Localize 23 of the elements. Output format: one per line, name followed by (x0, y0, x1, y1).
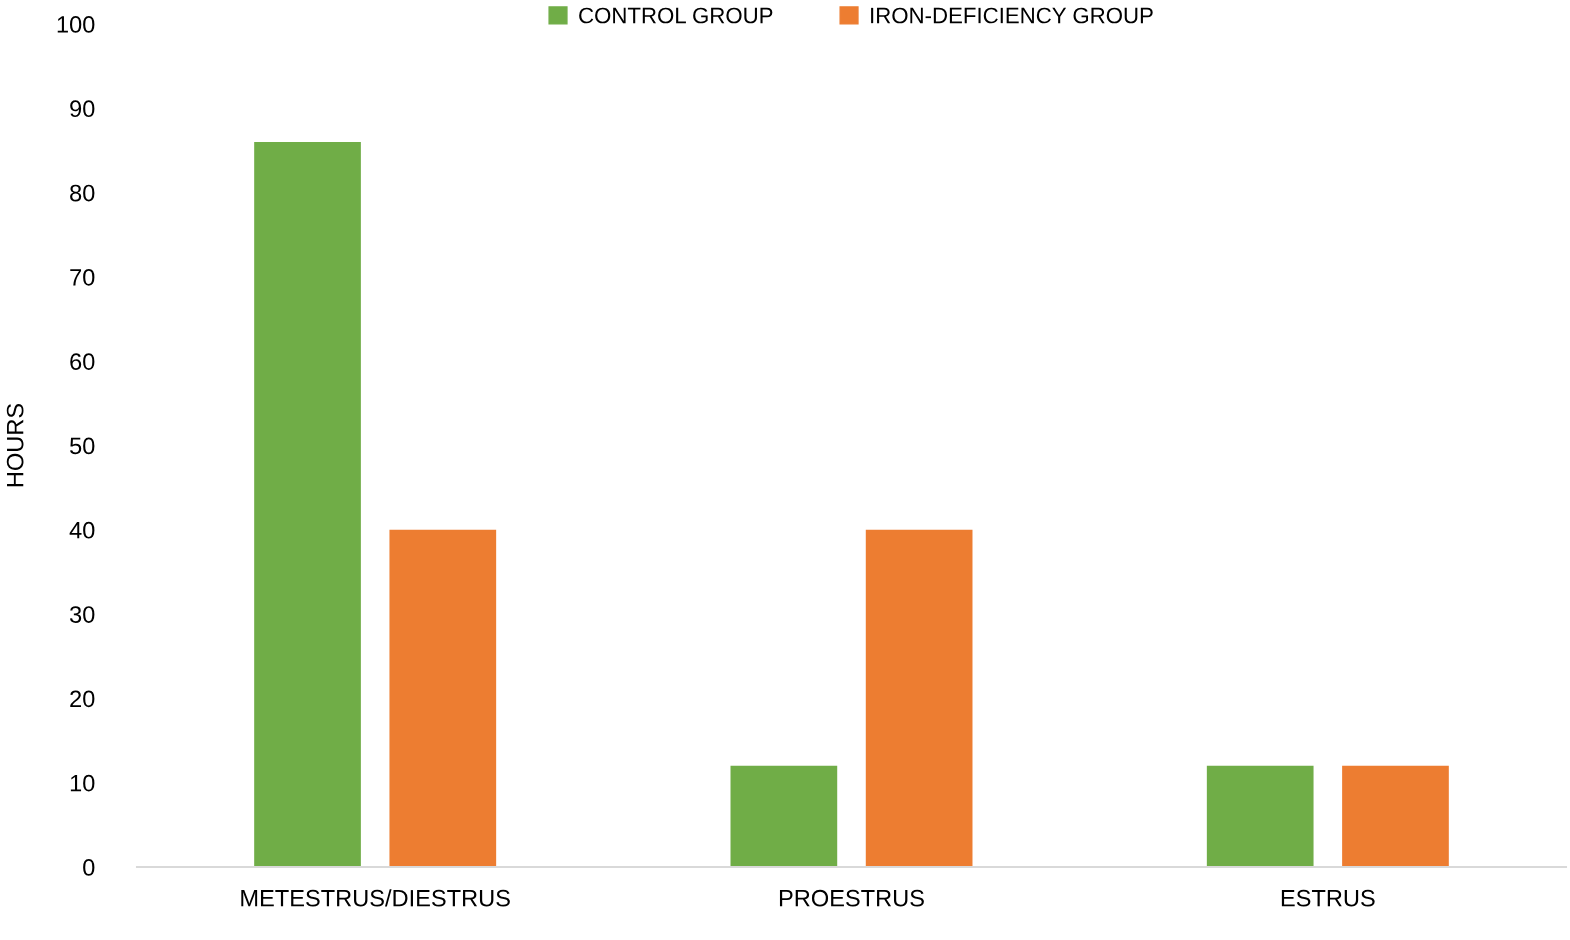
x-tick-label: ESTRUS (1281, 889, 1375, 907)
x-tick-label: METESTRUS/DIESTRUS (241, 889, 510, 907)
bar (865, 529, 973, 867)
bar (1342, 765, 1449, 867)
x-tick-label: PROESTRUS (779, 889, 924, 907)
bar (254, 142, 361, 867)
y-tick-label: 40 (69, 521, 95, 539)
y-tick-label: 70 (70, 268, 95, 286)
legend-label: CONTROL GROUP (579, 7, 773, 24)
y-tick-label: 20 (70, 690, 95, 708)
y-tick-label: 100 (57, 16, 95, 33)
bar (730, 765, 838, 867)
y-tick-label: 60 (70, 353, 95, 370)
y-tick-label: 0 (83, 859, 95, 876)
legend-label: IRON-DEFICIENCY GROUP (871, 7, 1153, 24)
y-tick-label: 10 (70, 774, 95, 792)
bar (1206, 765, 1314, 867)
y-tick-label: 90 (70, 100, 95, 118)
y-tick-label: 30 (69, 606, 95, 623)
y-tick-label: 80 (70, 184, 95, 202)
y-axis-title: HOURS (6, 403, 24, 487)
bar (389, 529, 497, 867)
y-tick-label: 50 (70, 437, 95, 455)
